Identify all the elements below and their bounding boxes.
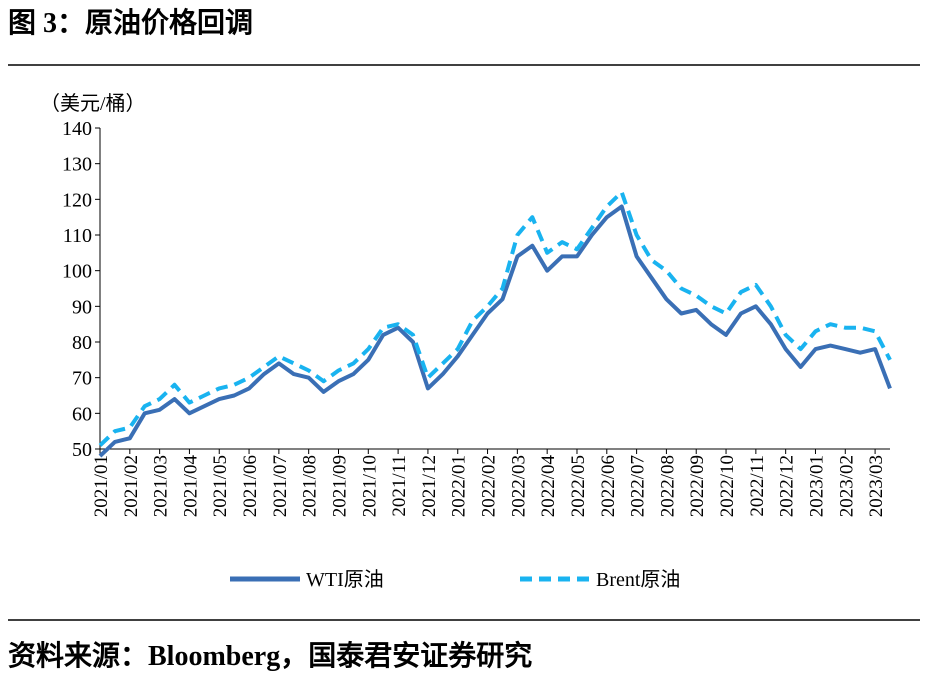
x-tick-label: 2023/03 (866, 455, 887, 517)
x-tick-label: 2022/12 (777, 455, 798, 517)
y-tick-label: 50 (72, 439, 92, 461)
y-tick-label: 100 (62, 261, 92, 283)
y-tick-label: 90 (72, 296, 92, 318)
y-tick-label: 60 (72, 403, 92, 425)
x-tick-label: 2023/02 (836, 455, 857, 517)
x-tick-label: 2022/03 (508, 455, 529, 517)
x-tick-label: 2021/08 (300, 455, 321, 517)
x-tick-label: 2021/02 (121, 455, 142, 517)
x-tick-label: 2021/07 (270, 455, 291, 517)
y-tick-label: 130 (62, 154, 92, 176)
x-tick-label: 2021/06 (240, 455, 261, 517)
y-axis-label: （美元/桶） (40, 92, 146, 115)
x-tick-label: 2022/08 (657, 455, 678, 517)
x-tick-label: 2021/10 (359, 455, 380, 517)
x-tick-label: 2022/02 (479, 455, 500, 517)
x-tick-label: 2021/04 (180, 455, 201, 518)
x-tick-label: 2022/09 (687, 455, 708, 517)
y-tick-label: 80 (72, 332, 92, 354)
x-tick-label: 2023/01 (806, 455, 827, 517)
series-line (98, 204, 892, 458)
series-line (98, 190, 892, 447)
x-tick-label: 2022/01 (449, 455, 470, 517)
x-tick-label: 2021/01 (91, 455, 112, 517)
legend-label: WTI原油 (306, 568, 384, 591)
source: 资料来源：Bloomberg，国泰君安证券研究 (8, 639, 532, 672)
x-tick-label: 2021/09 (329, 455, 350, 517)
y-tick-label: 110 (63, 225, 92, 247)
chart-title: 图 3：原油价格回调 (8, 7, 253, 39)
y-tick-label: 140 (62, 118, 92, 140)
x-tick-label: 2022/06 (598, 455, 619, 517)
x-tick-label: 2022/05 (568, 455, 589, 517)
x-tick-label: 2022/10 (717, 455, 738, 517)
x-tick-label: 2022/11 (747, 455, 768, 517)
y-tick-label: 120 (62, 189, 92, 211)
x-tick-label: 2021/11 (389, 455, 410, 517)
x-tick-label: 2021/03 (151, 455, 172, 517)
legend-label: Brent原油 (596, 568, 680, 591)
x-tick-label: 2021/05 (210, 455, 231, 517)
x-tick-label: 2022/07 (628, 455, 649, 517)
x-tick-label: 2021/12 (419, 455, 440, 517)
x-tick-label: 2022/04 (538, 455, 559, 518)
y-tick-label: 70 (72, 368, 92, 390)
